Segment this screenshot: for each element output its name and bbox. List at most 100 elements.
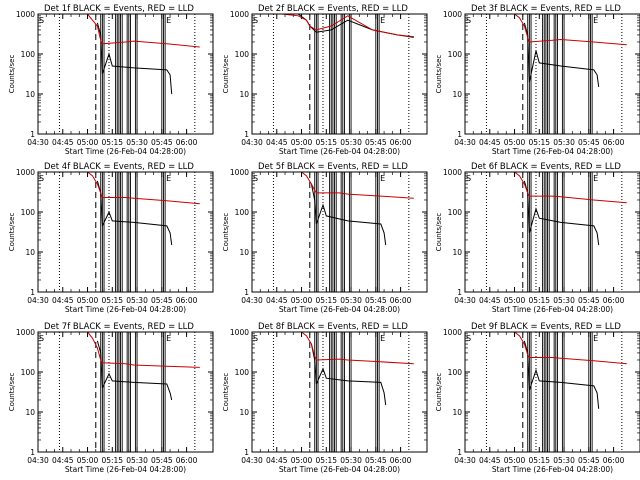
x-tick-label: 04:45 <box>52 138 74 147</box>
panel-title: Det 1f BLACK = Events, RED = LLD <box>44 4 194 14</box>
y-tick-label: 1000 <box>443 168 462 177</box>
x-tick-label: 04:30 <box>27 138 49 147</box>
y-tick-label: 1 <box>30 288 35 297</box>
series-line-lld <box>514 332 627 365</box>
panel-4: Det 4f BLACK = Events, RED = LLD 1 10 100 10… <box>8 162 214 314</box>
panel-8: Det 8f BLACK = Events, RED = LLD 1 10 100 10… <box>222 322 428 474</box>
y-tick-label: 100 <box>235 208 250 217</box>
x-tick-label: 04:45 <box>266 138 288 147</box>
panel-title: Det 5f BLACK = Events, RED = LLD <box>258 162 408 172</box>
y-tick-label: 100 <box>448 208 463 217</box>
x-tick-label: 05:45 <box>578 138 600 147</box>
panel-title: Det 2f BLACK = Events, RED = LLD <box>258 4 408 14</box>
plot-frame <box>464 171 640 293</box>
panel-1: Det 1f BLACK = Events, RED = LLD 1 10 100 10… <box>8 4 214 156</box>
panel-title: Det 4f BLACK = Events, RED = LLD <box>44 162 194 172</box>
panel-title: Det 8f BLACK = Events, RED = LLD <box>258 322 408 332</box>
series-line-lld <box>301 332 414 365</box>
y-axis-label: Counts/sec <box>222 55 230 94</box>
x-tick-label: 05:00 <box>291 138 313 147</box>
flag-e: E <box>166 334 171 343</box>
x-tick-label: 05:00 <box>77 456 99 465</box>
x-tick-label: 05:00 <box>291 456 313 465</box>
flag-s: S <box>39 16 44 25</box>
series-line-lld <box>87 332 200 368</box>
x-tick-label: 05:45 <box>151 456 173 465</box>
x-tick-label: 04:30 <box>27 456 49 465</box>
series-line-lld <box>514 172 627 204</box>
flag-s: S <box>253 174 258 183</box>
y-tick-label: 1000 <box>230 168 249 177</box>
y-tick-label: 10 <box>25 90 35 99</box>
x-tick-label: 05:15 <box>528 296 550 305</box>
x-tick-label: 05:45 <box>578 296 600 305</box>
panel-title: Det 3f BLACK = Events, RED = LLD <box>471 4 621 14</box>
x-tick-label: 05:45 <box>151 138 173 147</box>
x-tick-label: 05:30 <box>126 456 148 465</box>
x-tick-label: 04:30 <box>454 296 476 305</box>
x-tick-label: 05:30 <box>126 138 148 147</box>
y-tick-label: 1 <box>244 288 249 297</box>
y-axis-label: Counts/sec <box>8 373 16 412</box>
x-tick-label: 05:15 <box>101 138 123 147</box>
x-axis-label: Start Time (26-Feb-04 04:28:00) <box>65 147 186 156</box>
x-tick-label: 06:00 <box>603 138 625 147</box>
panel-title: Det 6f BLACK = Events, RED = LLD <box>471 162 621 172</box>
x-tick-label: 06:00 <box>603 296 625 305</box>
flag-e: E <box>593 334 598 343</box>
x-tick-label: 05:15 <box>315 138 337 147</box>
x-axis-label: Start Time (26-Feb-04 04:28:00) <box>492 147 613 156</box>
flag-e: E <box>380 16 385 25</box>
series-line-events <box>523 180 600 246</box>
x-tick-label: 05:30 <box>340 138 362 147</box>
x-tick-label: 05:45 <box>578 456 600 465</box>
x-tick-label: 05:15 <box>528 456 550 465</box>
panel-3: Det 3f BLACK = Events, RED = LLD 1 10 100 10… <box>435 4 640 156</box>
x-tick-label: 04:45 <box>479 456 501 465</box>
y-tick-label: 10 <box>239 408 249 417</box>
flag-e: E <box>380 174 385 183</box>
x-tick-label: 05:45 <box>151 296 173 305</box>
series-line-events <box>96 22 173 95</box>
flag-e: E <box>593 174 598 183</box>
x-tick-label: 05:30 <box>340 296 362 305</box>
y-tick-label: 100 <box>448 368 463 377</box>
panel-5: Det 5f BLACK = Events, RED = LLD 1 10 100 10… <box>222 162 428 314</box>
x-tick-label: 05:15 <box>315 456 337 465</box>
y-tick-label: 1 <box>30 448 35 457</box>
y-tick-label: 1000 <box>230 328 249 337</box>
series-line-events <box>297 14 414 38</box>
y-axis-label: Counts/sec <box>222 213 230 252</box>
series-line-events <box>96 340 173 401</box>
x-tick-label: 05:30 <box>553 296 575 305</box>
x-tick-label: 05:00 <box>77 138 99 147</box>
x-tick-label: 06:00 <box>390 296 412 305</box>
y-tick-label: 1 <box>244 130 249 139</box>
x-tick-label: 05:45 <box>365 456 387 465</box>
y-tick-label: 1000 <box>16 10 35 19</box>
y-tick-label: 100 <box>235 50 250 59</box>
y-tick-label: 1 <box>457 448 462 457</box>
x-tick-label: 05:30 <box>553 456 575 465</box>
x-tick-label: 04:30 <box>241 296 263 305</box>
panel-title: Det 9f BLACK = Events, RED = LLD <box>471 322 621 332</box>
y-tick-label: 100 <box>21 368 36 377</box>
y-tick-label: 100 <box>235 368 250 377</box>
plot-frame <box>37 331 214 453</box>
y-tick-label: 1000 <box>16 328 35 337</box>
flag-e: E <box>166 174 171 183</box>
x-tick-label: 06:00 <box>603 456 625 465</box>
x-tick-label: 05:45 <box>365 296 387 305</box>
x-tick-label: 04:45 <box>266 456 288 465</box>
x-tick-label: 06:00 <box>176 456 198 465</box>
series-line-events <box>96 180 173 246</box>
x-tick-label: 05:15 <box>315 296 337 305</box>
x-tick-label: 04:45 <box>479 138 501 147</box>
y-tick-label: 1000 <box>16 168 35 177</box>
x-tick-label: 05:00 <box>504 296 526 305</box>
series-line-lld <box>301 172 414 199</box>
x-axis-label: Start Time (26-Feb-04 04:28:00) <box>492 465 613 474</box>
y-axis-label: Counts/sec <box>8 55 16 94</box>
series-line-lld <box>87 172 200 205</box>
x-axis-label: Start Time (26-Feb-04 04:28:00) <box>65 305 186 314</box>
